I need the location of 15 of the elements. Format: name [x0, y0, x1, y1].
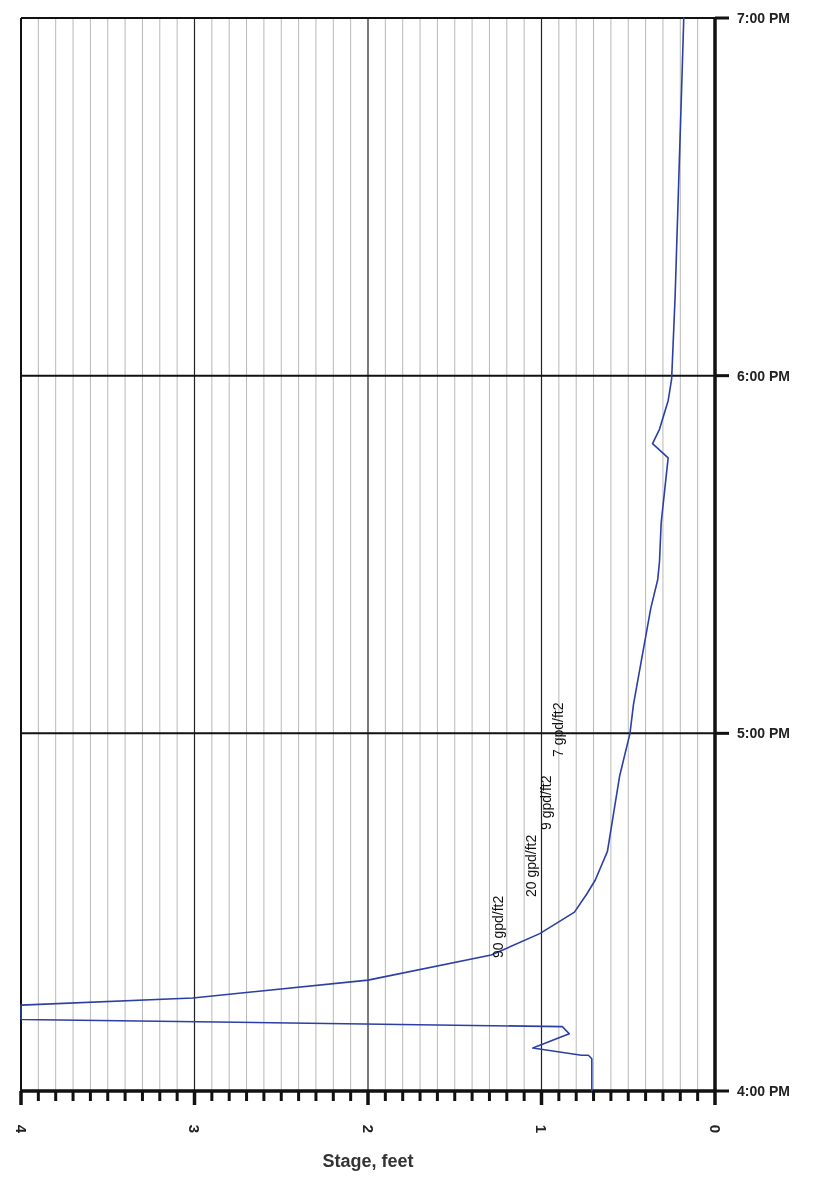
x-tick-label: 2: [359, 1124, 377, 1134]
x-axis-title: Stage, feet: [322, 1151, 414, 1171]
x-tick-label: 0: [706, 1124, 724, 1134]
y-tick-label: 5:00 PM: [737, 725, 790, 742]
annotation: 90 gpd/ft2: [490, 895, 506, 958]
y-tick-label: 6:00 PM: [737, 367, 790, 384]
annotation: 20 gpd/ft2: [523, 834, 539, 897]
annotation: 9 gpd/ft2: [538, 775, 554, 830]
y-tick-label: 4:00 PM: [737, 1083, 790, 1099]
line-series: [20, 17, 685, 1092]
y-tick-label: 7:00 PM: [737, 10, 790, 26]
x-tick-label: 1: [533, 1124, 550, 1134]
x-tick-label: 3: [186, 1124, 203, 1134]
x-tick-label: 4: [12, 1124, 30, 1134]
annotation: 7 gpd/ft2: [550, 702, 566, 757]
